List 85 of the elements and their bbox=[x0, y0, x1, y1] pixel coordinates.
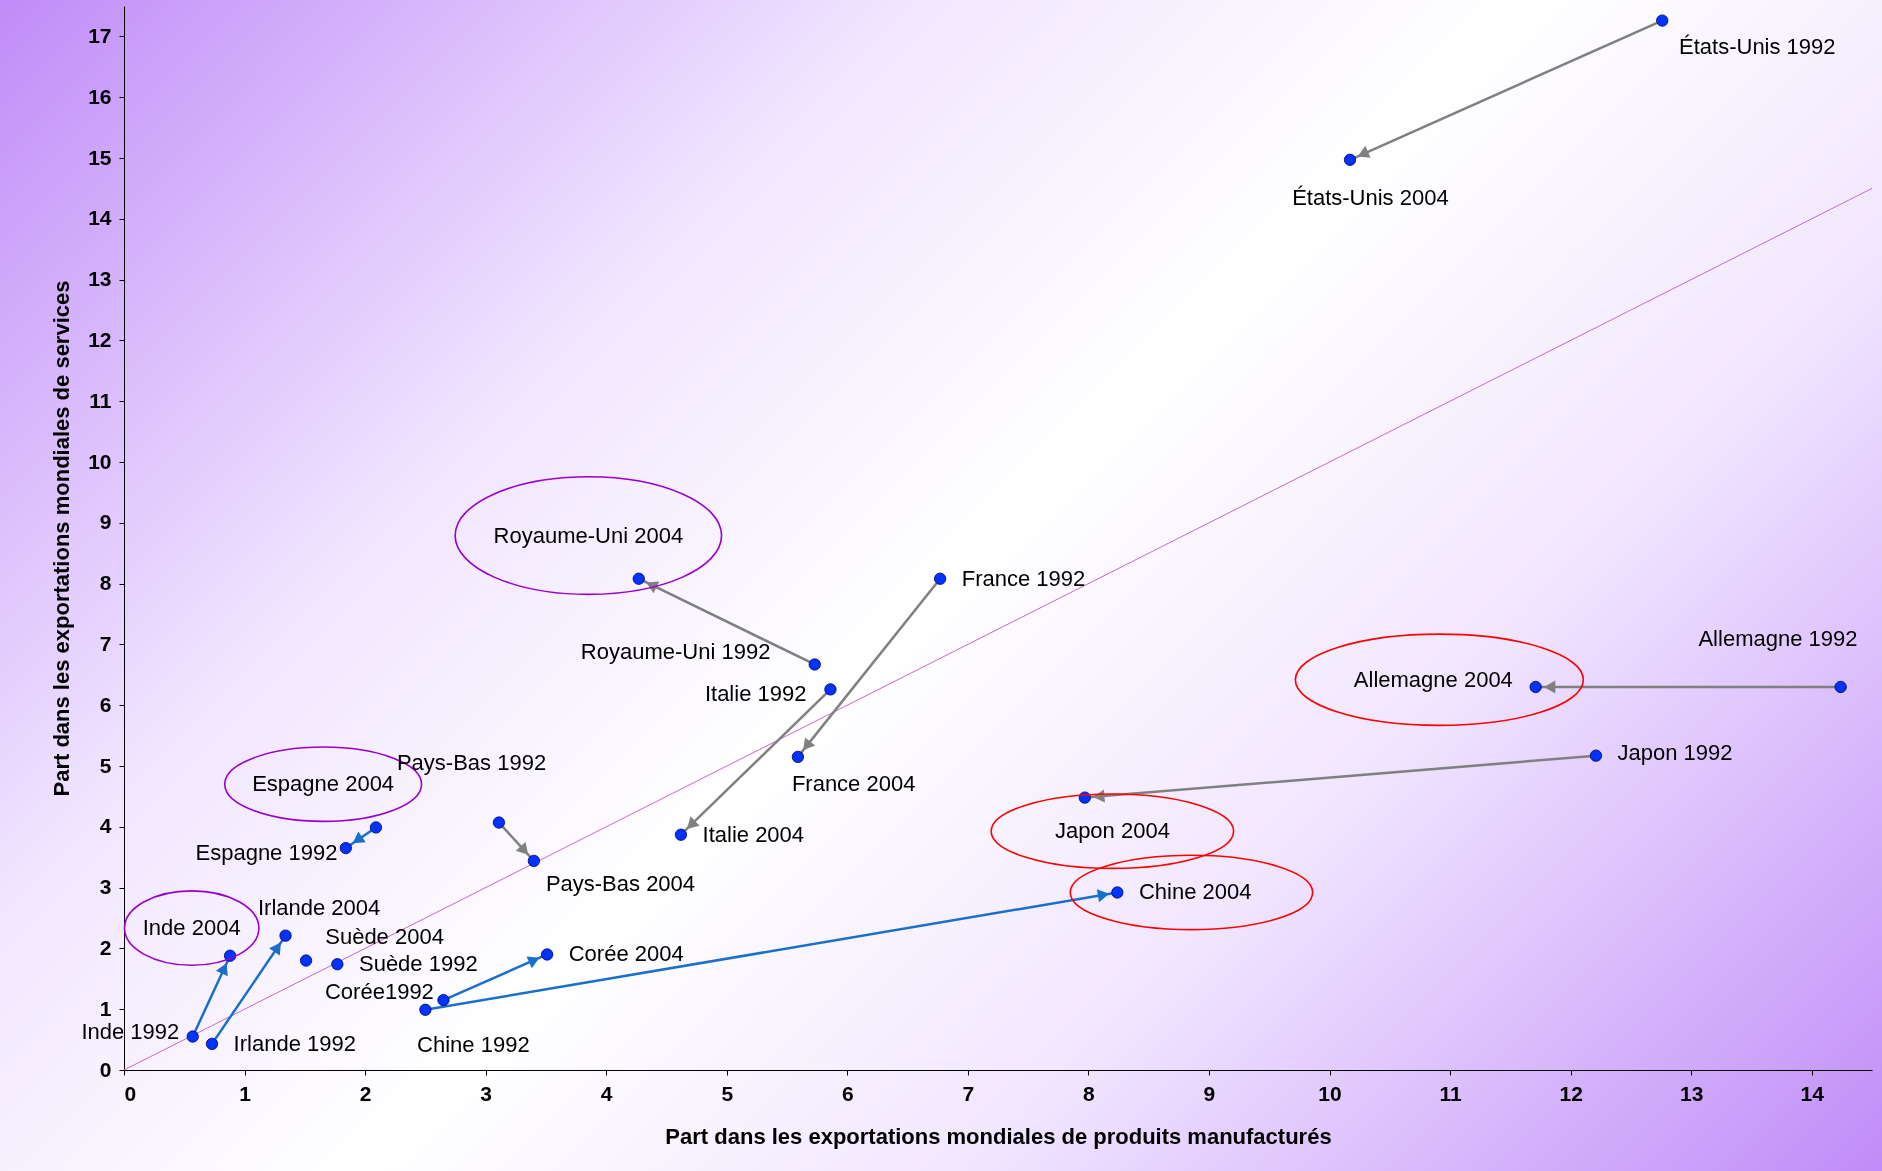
annotation: Corée 2004 bbox=[568, 941, 684, 967]
y-tick-label: 2 bbox=[99, 935, 112, 959]
point bbox=[527, 854, 540, 867]
point bbox=[674, 828, 688, 841]
y-tick-label: 3 bbox=[99, 875, 112, 899]
annotation: Suède 2004 bbox=[325, 923, 444, 949]
point bbox=[1589, 749, 1603, 762]
point bbox=[1656, 14, 1669, 27]
annotation: Japon 2004 bbox=[1054, 818, 1170, 844]
annotation: Espagne 1992 bbox=[195, 839, 338, 865]
annotation: Suède 1992 bbox=[358, 951, 478, 977]
point bbox=[1111, 886, 1124, 899]
point bbox=[186, 1030, 199, 1043]
annotation: Allemagne 2004 bbox=[1353, 666, 1513, 692]
annotation: Royaume-Uni 2004 bbox=[493, 522, 684, 548]
point bbox=[339, 841, 352, 855]
annotation: Pays-Bas 2004 bbox=[545, 870, 696, 896]
annotation: Espagne 2004 bbox=[252, 771, 395, 797]
y-tick-label: 0 bbox=[99, 1057, 112, 1081]
x-tick-label: 1 bbox=[239, 1081, 252, 1105]
x-axis-title: Part dans les exportations mondiales de produits manufacturés bbox=[665, 1123, 1332, 1149]
y-axis-title: Part dans les exportations mondiales de services bbox=[49, 280, 75, 797]
annotation: Allemagne 1992 bbox=[1698, 625, 1858, 651]
annotation: Italie 1992 bbox=[704, 681, 807, 707]
y-tick-label: 5 bbox=[99, 753, 112, 777]
x-tick-label: 2 bbox=[359, 1081, 372, 1105]
x-tick-label: 9 bbox=[1203, 1081, 1216, 1105]
point bbox=[791, 750, 804, 763]
x-tick-label: 3 bbox=[480, 1081, 492, 1105]
point bbox=[437, 993, 450, 1007]
x-tick-label: 10 bbox=[1318, 1081, 1342, 1105]
point bbox=[331, 958, 344, 971]
annotation: Irlande 1992 bbox=[233, 1030, 356, 1056]
x-tick-label: 12 bbox=[1559, 1081, 1583, 1105]
y-tick-label: 1 bbox=[99, 996, 112, 1020]
annotation: États-Unis 2004 bbox=[1292, 185, 1449, 211]
annotation: France 2004 bbox=[791, 771, 916, 797]
annotation: Irlande 2004 bbox=[257, 895, 381, 921]
y-tick-label: 7 bbox=[99, 631, 112, 655]
point bbox=[205, 1037, 219, 1050]
annotation: Chine 2004 bbox=[1138, 879, 1252, 905]
point bbox=[541, 948, 554, 961]
y-tick-label: 10 bbox=[88, 449, 112, 473]
y-tick-label: 17 bbox=[88, 23, 112, 47]
y-tick-label: 11 bbox=[89, 388, 112, 412]
annotation: Royaume-Uni 1992 bbox=[580, 639, 771, 665]
y-tick-label: 15 bbox=[88, 145, 112, 169]
point bbox=[824, 683, 837, 696]
point bbox=[419, 1003, 432, 1016]
x-tick-label: 0 bbox=[124, 1081, 137, 1105]
point bbox=[492, 816, 506, 829]
annotation: Chine 1992 bbox=[417, 1031, 530, 1057]
y-tick-label: 13 bbox=[88, 267, 112, 291]
x-tick-label: 14 bbox=[1800, 1081, 1825, 1105]
annotation: Corée1992 bbox=[324, 978, 434, 1004]
y-tick-label: 12 bbox=[88, 327, 112, 351]
x-tick-label: 8 bbox=[1083, 1081, 1096, 1105]
annotation: États-Unis 1992 bbox=[1679, 33, 1836, 59]
x-tick-label: 6 bbox=[841, 1081, 854, 1105]
annotation: Pays-Bas 1992 bbox=[396, 749, 547, 775]
y-tick-label: 6 bbox=[99, 692, 112, 716]
x-tick-label: 13 bbox=[1679, 1081, 1704, 1105]
y-tick-label: 9 bbox=[99, 510, 112, 534]
point bbox=[632, 572, 645, 585]
x-tick-label: 5 bbox=[721, 1081, 734, 1105]
annotation: Italie 2004 bbox=[702, 821, 805, 847]
point bbox=[808, 658, 821, 671]
y-tick-label: 14 bbox=[88, 206, 112, 230]
x-tick-label: 4 bbox=[600, 1081, 613, 1105]
point bbox=[299, 954, 313, 967]
annotation: Inde 1992 bbox=[81, 1018, 180, 1044]
annotation: France 1992 bbox=[961, 565, 1086, 591]
x-tick-label: 11 bbox=[1439, 1081, 1462, 1105]
point bbox=[934, 572, 947, 585]
point bbox=[279, 929, 292, 942]
y-tick-label: 16 bbox=[88, 84, 112, 108]
y-tick-label: 8 bbox=[99, 571, 112, 595]
point bbox=[1834, 680, 1847, 694]
annotation: Japon 1992 bbox=[1617, 740, 1733, 766]
point bbox=[369, 821, 383, 834]
annotation: Inde 2004 bbox=[142, 915, 241, 941]
x-tick-label: 7 bbox=[962, 1081, 975, 1105]
point bbox=[1529, 680, 1542, 694]
point bbox=[1343, 153, 1357, 166]
y-tick-label: 4 bbox=[99, 814, 112, 838]
